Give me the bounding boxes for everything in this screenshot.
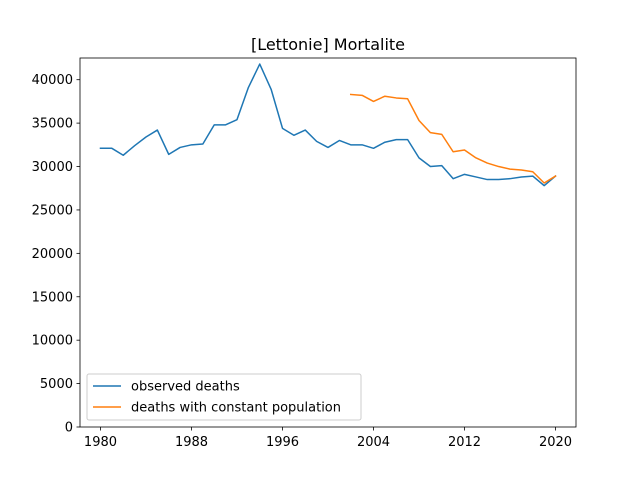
axes-frame <box>79 57 577 428</box>
y-tick-label: 20000 <box>32 247 73 262</box>
series-line-1 <box>99 63 557 187</box>
x-tick-label: 2020 <box>539 435 572 450</box>
x-tick-label: 1988 <box>175 435 208 450</box>
chart-title: [Lettonie] Mortalite <box>251 35 405 54</box>
y-tick-label: 35000 <box>32 117 73 132</box>
y-tick-label: 5000 <box>40 377 73 392</box>
y-tick-label: 25000 <box>32 203 73 218</box>
y-tick-label: 40000 <box>32 73 73 88</box>
legend-box <box>86 373 362 421</box>
y-tick-label: 10000 <box>32 334 73 349</box>
x-tick-label: 2012 <box>448 435 481 450</box>
x-tick-label: 1980 <box>84 435 117 450</box>
axes: 1980 1988 1996 2004 2012 2020 0 5000 10000 15000 2… <box>32 57 577 450</box>
legend-label-1: observed deaths <box>131 380 240 395</box>
y-tick-label: 0 <box>65 421 73 436</box>
x-tick-label: 2004 <box>357 435 390 450</box>
x-tick-label: 1996 <box>266 435 299 450</box>
legend: observed deaths deaths with constant popu… <box>86 373 362 421</box>
y-tick-label: 30000 <box>32 160 73 175</box>
series-line-2 <box>349 93 557 184</box>
plot-area <box>99 63 557 187</box>
y-tick-label: 15000 <box>32 290 73 305</box>
legend-label-2: deaths with constant population <box>131 401 341 416</box>
